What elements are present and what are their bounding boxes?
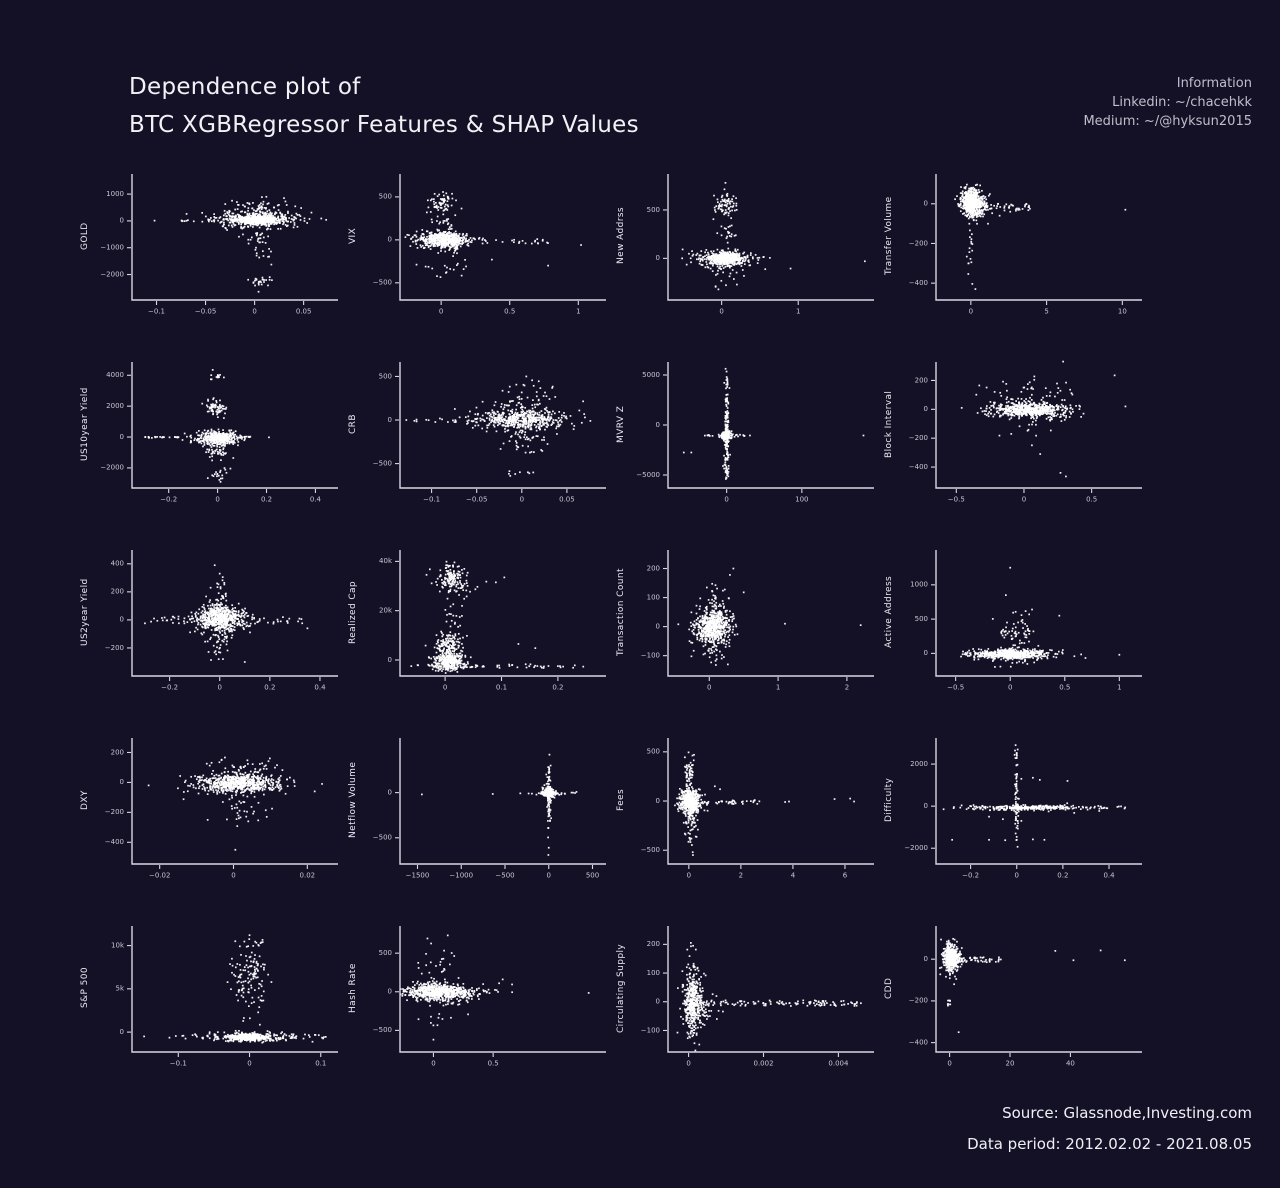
- subplot-us10year-yield: US10year Yield: [72, 360, 342, 548]
- subplot-netflow-volume: Netflow Volume: [340, 736, 610, 924]
- subplot-mvrv-z: MVRV Z: [608, 360, 878, 548]
- feature-label-realized-cap: Realized Cap: [348, 580, 358, 644]
- feature-label-sp500: S&P 500: [80, 967, 90, 1009]
- subplot-circulating-supply: Circulating Supply: [608, 924, 878, 1112]
- scatter-canvas-cdd: [902, 924, 1146, 1074]
- feature-label-active-address: Active Address: [884, 575, 894, 649]
- feature-label-cdd: CDD: [884, 977, 894, 999]
- feature-label-transfer-volume: Transfer Volume: [884, 196, 894, 276]
- scatter-canvas-crb: [366, 360, 610, 510]
- feature-label-new-addrss: New Addrss: [616, 207, 626, 265]
- subplot-us2year-yield: US2year Yield: [72, 548, 342, 736]
- footer-block: Source: Glassnode,Investing.com Data per…: [967, 1098, 1252, 1160]
- feature-label-crb: CRB: [348, 414, 358, 434]
- feature-label-vix: VIX: [348, 227, 358, 245]
- subplot-difficulty: Difficulty: [876, 736, 1146, 924]
- subplot-fees: Fees: [608, 736, 878, 924]
- scatter-canvas-transfer-volume: [902, 172, 1146, 322]
- feature-label-difficulty: Difficulty: [884, 777, 894, 823]
- scatter-canvas-fees: [634, 736, 878, 886]
- feature-label-netflow-volume: Netflow Volume: [348, 761, 358, 839]
- subplot-gold: GOLD: [72, 172, 342, 360]
- scatter-canvas-mvrv-z: [634, 360, 878, 510]
- subplot-grid: GOLD VIX New Addrss Transfer Volume US10…: [72, 172, 1146, 1112]
- source-line: Source: Glassnode,Investing.com: [1002, 1104, 1252, 1122]
- info-linkedin: Linkedin: ~/chacehkk: [1112, 95, 1252, 110]
- feature-label-fees: Fees: [616, 788, 626, 812]
- subplot-vix: VIX: [340, 172, 610, 360]
- feature-label-mvrv-z: MVRV Z: [616, 405, 626, 443]
- info-heading: Information: [1176, 76, 1252, 91]
- scatter-canvas-block-interval: [902, 360, 1146, 510]
- feature-label-hash-rate: Hash Rate: [348, 963, 358, 1013]
- info-medium: Medium: ~/@hyksun2015: [1083, 114, 1252, 129]
- scatter-canvas-hash-rate: [366, 924, 610, 1074]
- scatter-canvas-difficulty: [902, 736, 1146, 886]
- scatter-canvas-gold: [98, 172, 342, 322]
- feature-label-gold: GOLD: [80, 222, 90, 250]
- title-line-1: Dependence plot of: [129, 74, 361, 100]
- subplot-dxy: DXY: [72, 736, 342, 924]
- feature-label-circulating-supply: Circulating Supply: [616, 943, 626, 1033]
- feature-label-transaction-count: Transaction Count: [616, 568, 626, 656]
- subplot-active-address: Active Address: [876, 548, 1146, 736]
- scatter-canvas-circulating-supply: [634, 924, 878, 1074]
- scatter-canvas-active-address: [902, 548, 1146, 698]
- subplot-realized-cap: Realized Cap: [340, 548, 610, 736]
- scatter-canvas-dxy: [98, 736, 342, 886]
- feature-label-dxy: DXY: [80, 790, 90, 810]
- feature-label-us10year-yield: US10year Yield: [80, 387, 90, 461]
- data-period-line: Data period: 2012.02.02 - 2021.08.05: [967, 1135, 1252, 1153]
- subplot-crb: CRB: [340, 360, 610, 548]
- feature-label-us2year-yield: US2year Yield: [80, 578, 90, 646]
- scatter-canvas-vix: [366, 172, 610, 322]
- title-line-2: BTC XGBRegressor Features & SHAP Values: [129, 112, 639, 138]
- subplot-transfer-volume: Transfer Volume: [876, 172, 1146, 360]
- scatter-canvas-sp500: [98, 924, 342, 1074]
- subplot-sp500: S&P 500: [72, 924, 342, 1112]
- subplot-cdd: CDD: [876, 924, 1146, 1112]
- subplot-block-interval: Block Interval: [876, 360, 1146, 548]
- scatter-canvas-netflow-volume: [366, 736, 610, 886]
- scatter-canvas-realized-cap: [366, 548, 610, 698]
- scatter-canvas-transaction-count: [634, 548, 878, 698]
- subplot-transaction-count: Transaction Count: [608, 548, 878, 736]
- scatter-canvas-new-addrss: [634, 172, 878, 322]
- info-block: Information Linkedin: ~/chacehkk Medium:…: [1083, 74, 1252, 131]
- subplot-hash-rate: Hash Rate: [340, 924, 610, 1112]
- feature-label-block-interval: Block Interval: [884, 390, 894, 458]
- subplot-new-addrss: New Addrss: [608, 172, 878, 360]
- page-title: Dependence plot of BTC XGBRegressor Feat…: [129, 68, 639, 144]
- scatter-canvas-us2year-yield: [98, 548, 342, 698]
- scatter-canvas-us10year-yield: [98, 360, 342, 510]
